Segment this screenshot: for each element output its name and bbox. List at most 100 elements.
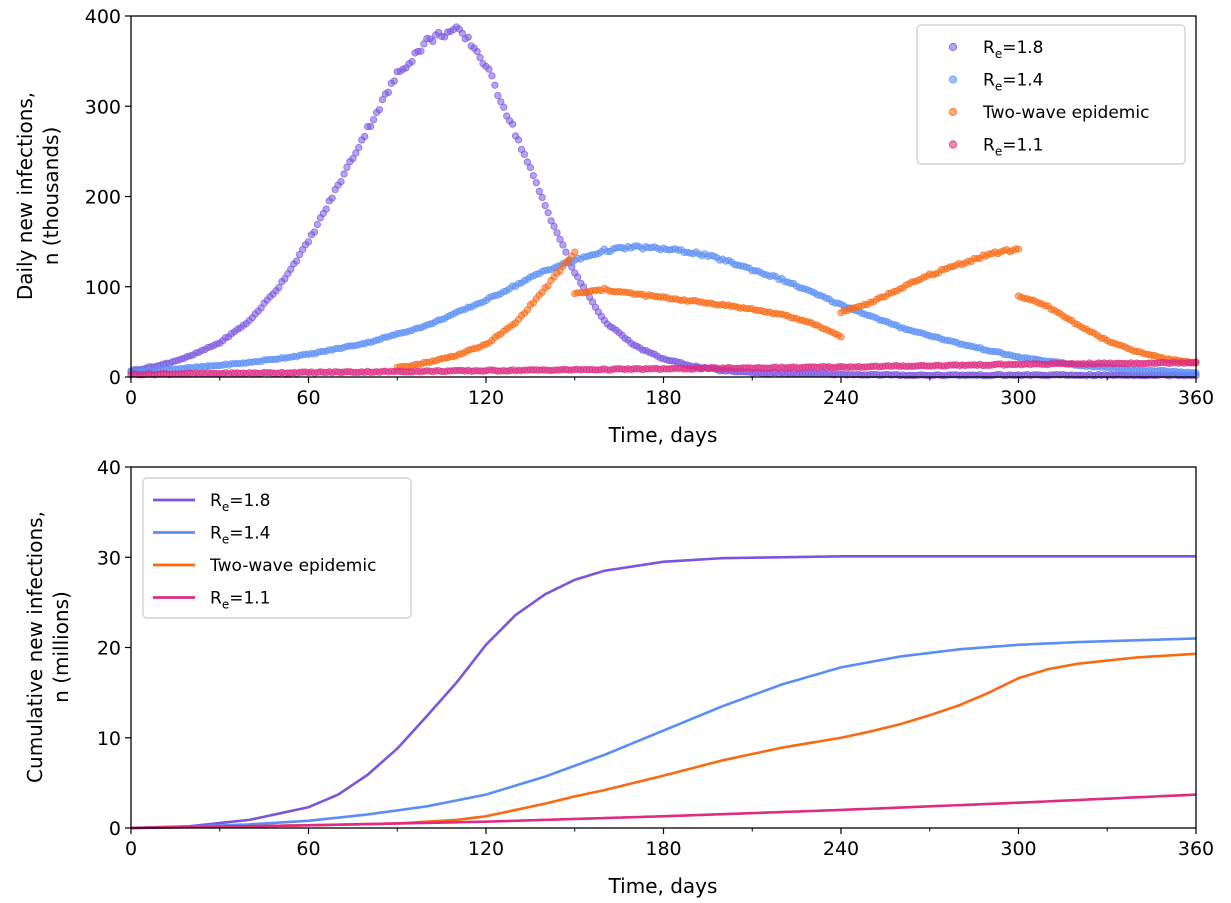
data-point [322, 205, 330, 213]
data-point [529, 171, 537, 180]
x-tick-label: 120 [468, 838, 504, 860]
data-point [547, 217, 555, 225]
legend-item-re14: Re=1.4 [153, 524, 270, 547]
legend-label: Re=1.4 [983, 71, 1043, 94]
data-point [574, 273, 582, 281]
x-tick-label: 60 [296, 387, 320, 409]
data-point [837, 333, 845, 341]
data-point [367, 122, 375, 131]
data-point [485, 65, 493, 73]
x-tick-label: 300 [1000, 838, 1036, 860]
legend-label: Re=1.1 [983, 136, 1043, 159]
data-point [553, 229, 561, 237]
data-point [544, 209, 552, 217]
data-point [1014, 245, 1023, 253]
series-re14-points [127, 242, 1200, 377]
legend-marker [948, 107, 958, 117]
legend-label: Re=1.1 [210, 589, 270, 612]
cumulative-infections-panel: 0 60 120 180 240 300 360 0 10 20 30 40 Time, days C… [23, 457, 1214, 898]
data-point [535, 187, 543, 195]
data-point [429, 37, 437, 46]
data-point [378, 95, 387, 104]
data-point [343, 163, 351, 171]
daily-y-axis-label-line2: n (thousands) [39, 127, 63, 266]
x-tick-label: 240 [823, 387, 859, 409]
legend-marker [948, 75, 958, 84]
x-tick-label: 120 [468, 387, 504, 409]
series-re18-line [130, 555, 1196, 830]
x-tick-label: 240 [823, 838, 859, 860]
data-point [287, 265, 295, 273]
data-point [544, 282, 552, 290]
daily-x-axis-label: Time, days [608, 423, 718, 447]
series-re11-points [127, 358, 1200, 379]
legend-marker [948, 42, 958, 52]
legend-item-re11: Re=1.1 [153, 589, 270, 612]
data-point [408, 58, 416, 66]
x-tick-label: 300 [1000, 387, 1036, 409]
y-tick-label: 10 [97, 728, 121, 750]
daily-infections-panel: 0 60 120 180 240 300 360 0 100 200 300 400 Time, da… [13, 6, 1214, 447]
data-point [562, 248, 570, 256]
cumulative-plot-layer [130, 555, 1197, 830]
legend-item-re18: Re=1.8 [948, 38, 1043, 61]
x-tick-label: 360 [1178, 387, 1214, 409]
daily-plot-layer [127, 23, 1200, 380]
data-point [390, 77, 398, 85]
cumulative-y-axis-label-line2: n (millions) [49, 591, 73, 703]
data-point [514, 136, 523, 144]
legend-label: Re=1.8 [983, 38, 1043, 61]
legend-item-re11: Re=1.1 [948, 136, 1043, 159]
series-re14-line [130, 637, 1197, 830]
cumulative-legend: Re=1.8 Re=1.4 Two-wave epidemic Re=1.1 [142, 477, 412, 619]
data-point [541, 201, 549, 210]
data-point [337, 178, 345, 186]
data-point [526, 163, 534, 172]
y-tick-label: 20 [97, 638, 121, 660]
data-point [417, 47, 425, 55]
y-tick-label: 0 [109, 367, 121, 389]
y-tick-label: 300 [85, 96, 121, 118]
cumulative-ticks: 0 60 120 180 240 300 360 0 10 20 30 40 [97, 457, 1214, 860]
legend-label: Two-wave epidemic [982, 103, 1149, 123]
data-point [559, 241, 567, 249]
daily-legend: Re=1.8 Re=1.4 Two-wave epidemic Re=1.1 [916, 24, 1186, 165]
data-point [509, 120, 517, 128]
y-tick-label: 200 [85, 187, 121, 209]
data-point [340, 170, 348, 178]
data-point [420, 40, 428, 48]
data-point [384, 88, 392, 97]
legend-label: Two-wave epidemic [209, 556, 376, 576]
legend-item-twowave: Two-wave epidemic [948, 103, 1149, 123]
cumulative-y-axis-label-line1: Cumulative new infections, [23, 511, 47, 783]
series-twowave-points [393, 245, 1200, 371]
y-tick-label: 0 [109, 818, 121, 840]
y-tick-label: 100 [85, 277, 121, 299]
data-point [349, 155, 357, 163]
legend-item-re14: Re=1.4 [948, 71, 1043, 94]
x-tick-label: 0 [125, 838, 137, 860]
data-point [328, 194, 336, 202]
legend-label: Re=1.8 [210, 491, 270, 514]
daily-ticks: 0 60 120 180 240 300 360 0 100 200 300 400 [85, 6, 1214, 409]
x-tick-label: 180 [645, 838, 681, 860]
data-point [355, 144, 363, 152]
data-point [464, 33, 472, 41]
data-point [476, 54, 484, 62]
data-point [556, 235, 564, 243]
data-point [550, 222, 558, 230]
data-point [532, 179, 540, 187]
data-point [497, 98, 505, 106]
y-tick-label: 30 [97, 547, 121, 569]
legend-box [916, 24, 1186, 165]
data-point [488, 72, 496, 80]
data-point [538, 193, 546, 202]
data-point [491, 81, 499, 89]
data-point [369, 116, 378, 124]
cumulative-x-axis-label: Time, days [608, 874, 718, 898]
data-point [523, 158, 532, 166]
data-point [310, 228, 319, 236]
legend-label: Re=1.4 [210, 524, 270, 547]
data-point [313, 220, 321, 229]
y-tick-label: 400 [85, 6, 121, 28]
